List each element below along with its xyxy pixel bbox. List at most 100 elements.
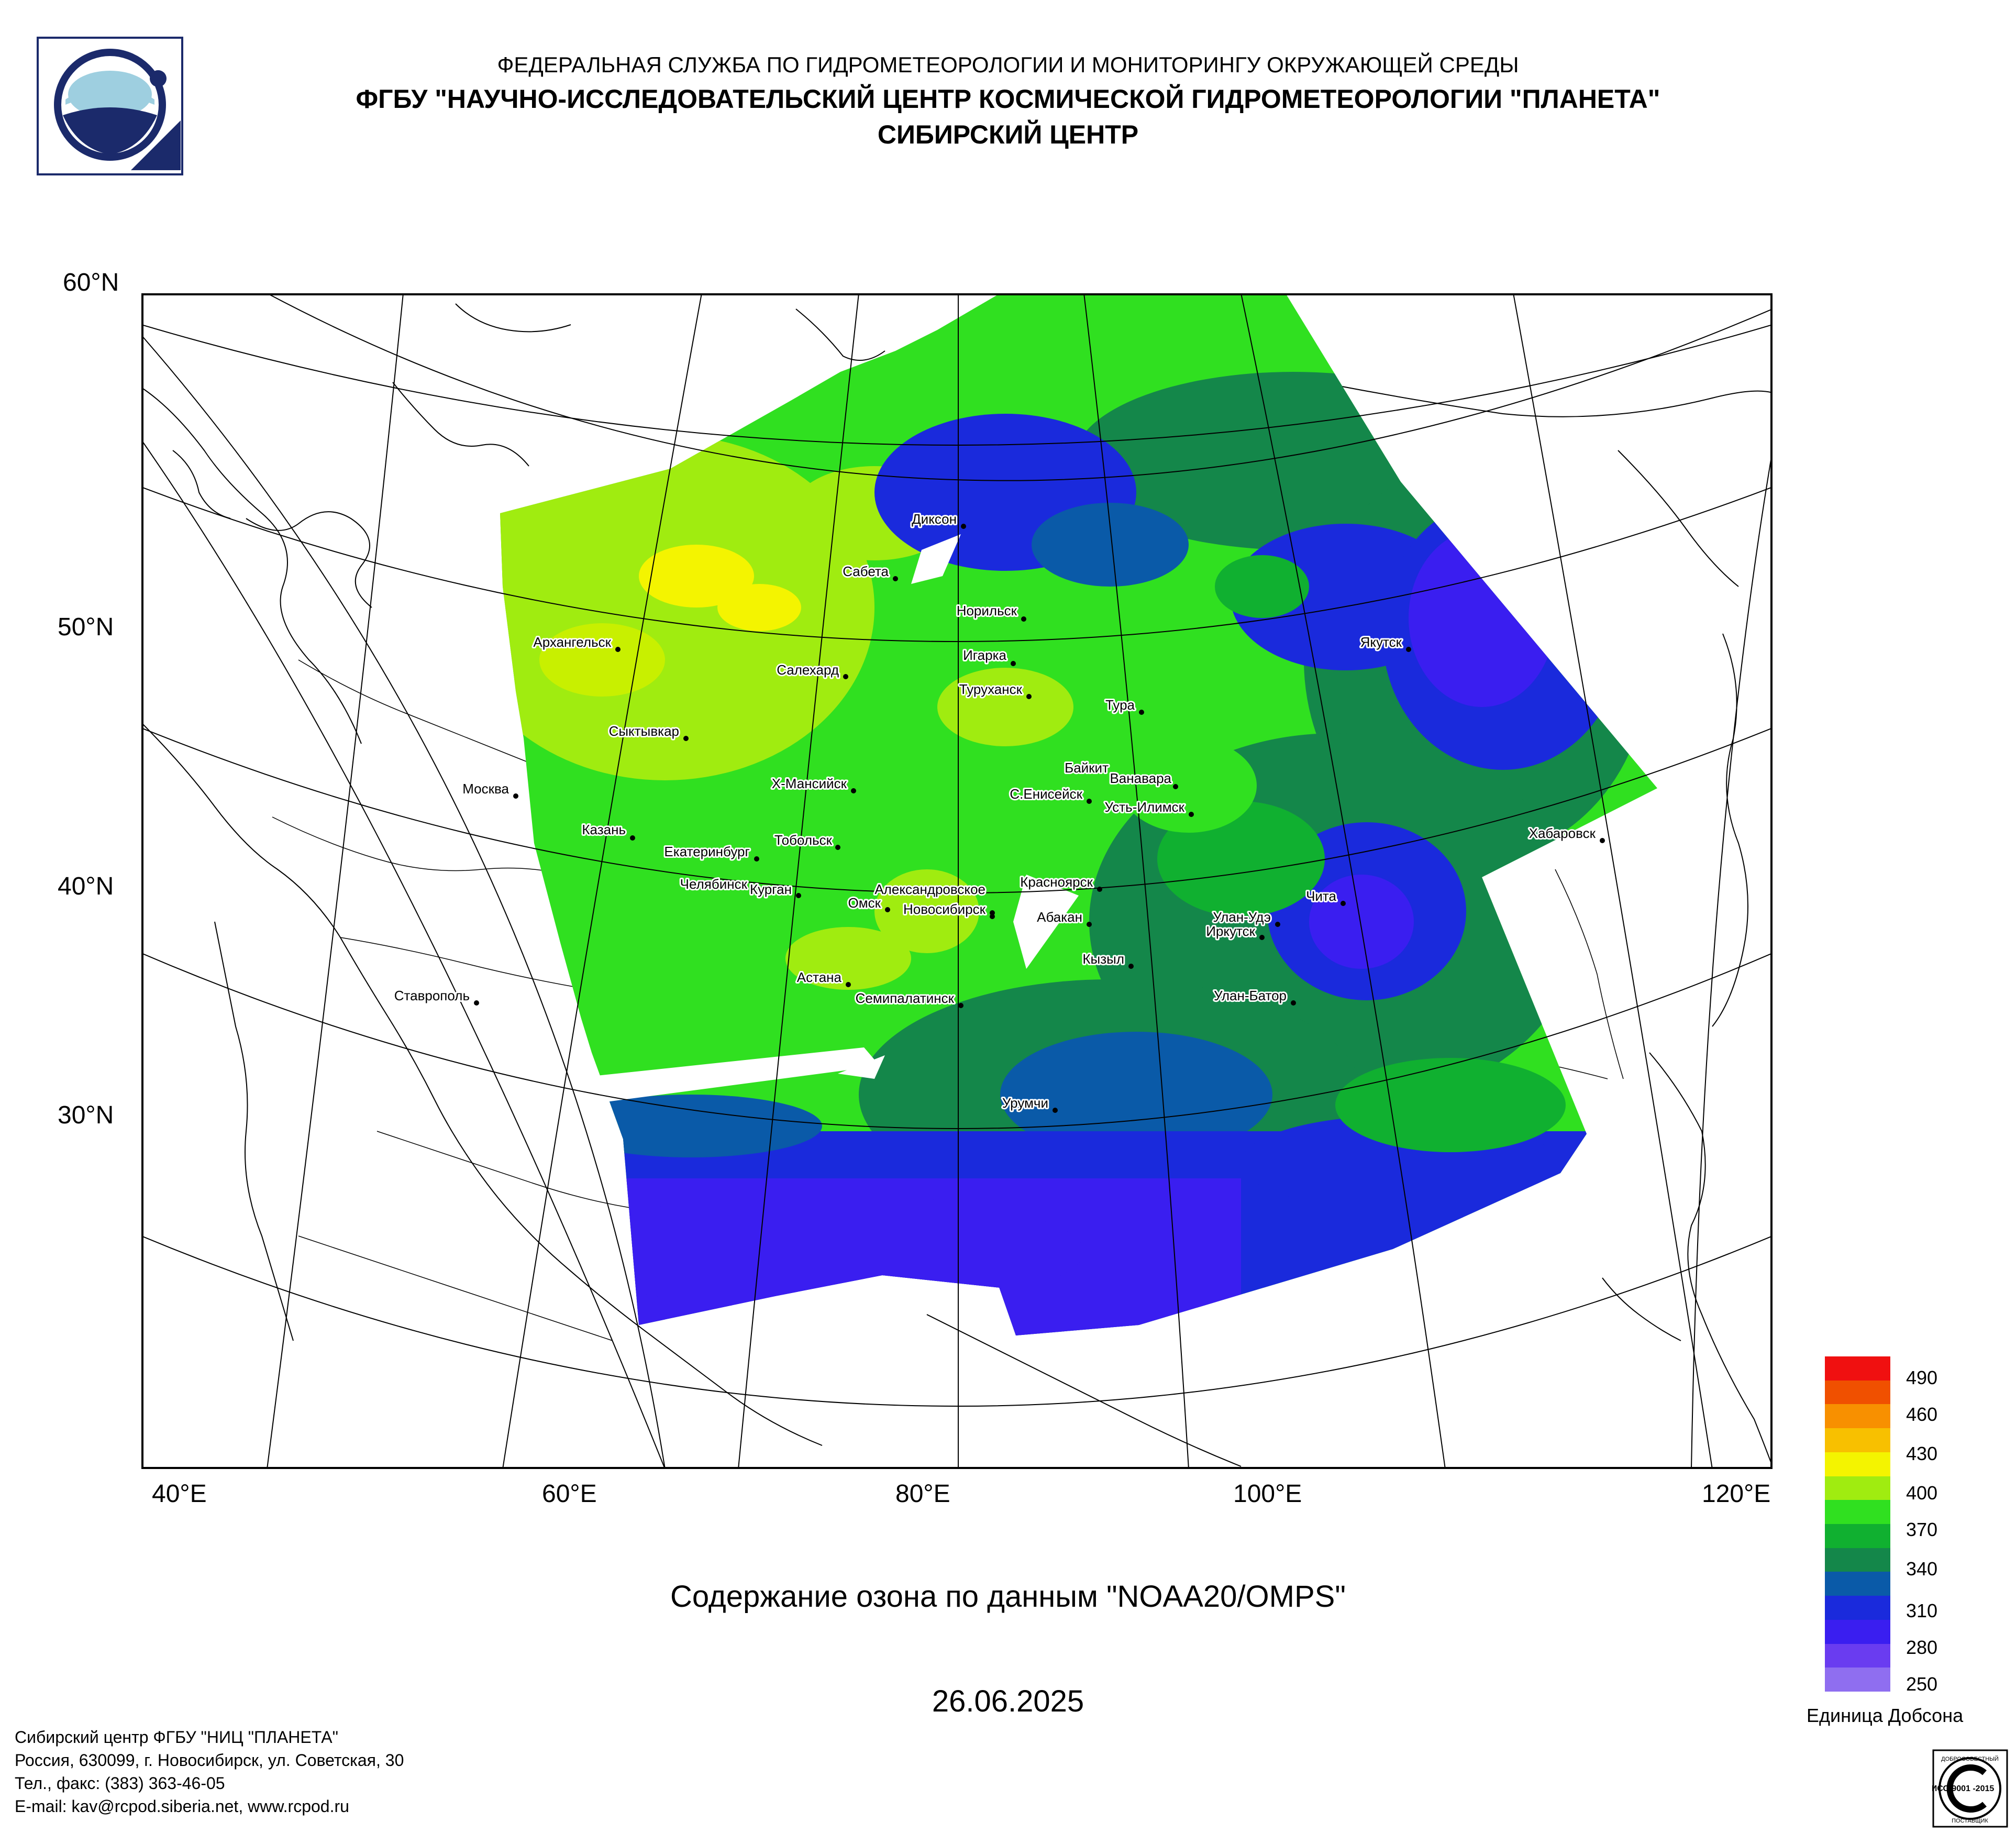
city-dot — [990, 914, 995, 919]
city-marker: Тобольск — [773, 831, 840, 850]
map-date: 26.06.2025 — [932, 1684, 1084, 1718]
lon-label-60: 60°E — [542, 1480, 597, 1508]
legend-tick-370: 370 — [1906, 1519, 1938, 1540]
lon-label-100: 100°E — [1233, 1480, 1302, 1508]
city-dot — [1011, 661, 1016, 666]
city-dot — [630, 835, 635, 841]
city-dot — [513, 793, 518, 799]
city-label: С.Енисейск — [1010, 786, 1082, 802]
color-legend — [1825, 1356, 1890, 1692]
city-dot — [1173, 784, 1178, 789]
footer-address: Россия, 630099, г. Новосибирск, ул. Сове… — [15, 1751, 404, 1770]
city-marker: Хабаровск — [1527, 824, 1605, 843]
city-label: Улан-Удэ — [1213, 909, 1271, 925]
city-label: Сыктывкар — [609, 723, 679, 739]
footer-email: E-mail: kav@rcpod.siberia.net, www.rcpod… — [15, 1797, 349, 1816]
city-label: Салехард — [777, 662, 839, 678]
swath-gaps — [592, 534, 1079, 1102]
city-label: Казань — [582, 822, 626, 837]
city-dot — [885, 907, 890, 912]
city-marker: Москва — [461, 779, 518, 799]
legend-swatch — [1825, 1643, 1890, 1668]
legend-swatch — [1825, 1380, 1890, 1405]
legend-tick-310: 310 — [1906, 1600, 1938, 1621]
legend-swatch — [1825, 1476, 1890, 1500]
graticule — [141, 293, 1773, 1469]
lat-label-60: 60°N — [63, 269, 119, 296]
city-label: Абакан — [1037, 909, 1082, 925]
legend-swatch — [1825, 1500, 1890, 1524]
city-marker: Иркутск — [1204, 922, 1265, 941]
city-dot — [961, 524, 966, 529]
city-marker: Ставрополь — [393, 986, 479, 1006]
city-marker: Александровское — [873, 880, 995, 915]
legend-tick-280: 280 — [1906, 1637, 1938, 1658]
legend-swatch — [1825, 1548, 1890, 1572]
city-marker: Диксон — [910, 510, 966, 529]
city-dot — [1291, 1000, 1296, 1006]
city-marker: Улан-Батор — [1212, 986, 1296, 1006]
city-label: Курган — [750, 881, 792, 897]
legend-tick-400: 400 — [1906, 1482, 1938, 1504]
city-dot — [846, 982, 851, 987]
city-marker: Норильск — [955, 601, 1026, 622]
city-label: Улан-Батор — [1214, 988, 1287, 1003]
city-label: Иркутск — [1206, 923, 1255, 939]
city-markers: Диксон Сабета Норильск Игарка Архангельск Сал… — [393, 510, 1605, 1113]
city-marker: Абакан — [1035, 908, 1092, 927]
city-label: Омск — [848, 895, 881, 911]
city-marker: Астана — [795, 968, 851, 987]
city-label: Игарка — [963, 647, 1006, 663]
city-label: Х-Мансийск — [772, 776, 847, 791]
city-dot — [796, 893, 801, 898]
city-label: Усть-Илимск — [1104, 799, 1184, 815]
city-marker: Салехард — [775, 660, 848, 679]
city-label: Красноярск — [1020, 874, 1093, 890]
legend-swatch — [1825, 1452, 1890, 1476]
city-marker: Чита — [1304, 887, 1346, 906]
city-marker: Туруханск — [958, 680, 1032, 699]
city-marker: Х-Мансийск — [770, 774, 856, 793]
legend-tick-460: 460 — [1906, 1404, 1938, 1425]
city-label: Семипалатинск — [856, 990, 955, 1006]
city-label: Чита — [1306, 888, 1336, 904]
city-dot — [1021, 616, 1026, 622]
city-dot — [851, 788, 856, 793]
city-marker: Сабета — [841, 562, 898, 581]
legend-tick-430: 430 — [1906, 1443, 1938, 1464]
city-dot — [1097, 887, 1102, 892]
city-marker: Ванавара — [1108, 769, 1178, 789]
city-label: Екатеринбург — [664, 844, 750, 859]
lat-label-40: 40°N — [58, 873, 114, 900]
planeta-logo — [37, 37, 183, 175]
city-marker: Игарка — [961, 646, 1016, 666]
lat-label-50: 50°N — [58, 613, 114, 641]
legend-tick-490: 490 — [1906, 1367, 1938, 1388]
lat-label-30: 30°N — [58, 1101, 114, 1129]
legend-swatch — [1825, 1356, 1890, 1381]
iso-badge-top: ДОБРОСОВЕСТНЫЙ — [1941, 1755, 1999, 1762]
city-dot — [683, 736, 689, 741]
header-institute: ФГБУ "НАУЧНО-ИССЛЕДОВАТЕЛЬСКИЙ ЦЕНТР КОС… — [356, 84, 1660, 114]
legend-swatch — [1825, 1668, 1890, 1692]
city-marker: Усть-Илимск — [1103, 798, 1194, 817]
city-label: Ставрополь — [394, 988, 470, 1003]
city-label: Норильск — [957, 603, 1017, 619]
iso-badge-icon: ДОБРОСОВЕСТНЫЙ ИСО 9001 -2015 ПОСТАВЩИК — [1931, 1749, 2008, 1828]
lon-label-120: 120°E — [1702, 1480, 1771, 1508]
city-label: Сабета — [843, 564, 889, 579]
legend-swatch — [1825, 1404, 1890, 1429]
city-dot — [1087, 922, 1092, 927]
city-marker: Урумчи — [1001, 1094, 1058, 1113]
city-dot — [1139, 710, 1144, 715]
city-marker: Красноярск — [1018, 873, 1102, 892]
city-marker: Семипалатинск — [854, 989, 963, 1008]
city-dot — [615, 647, 621, 652]
legend-swatch — [1825, 1428, 1890, 1452]
city-label: Кызыл — [1082, 951, 1124, 967]
lon-label-40: 40°E — [152, 1480, 207, 1508]
city-marker: Улан-Удэ — [1211, 908, 1280, 927]
city-dot — [843, 674, 848, 679]
city-label: Тобольск — [774, 832, 833, 848]
legend-unit: Единица Добсона — [1807, 1705, 1964, 1726]
